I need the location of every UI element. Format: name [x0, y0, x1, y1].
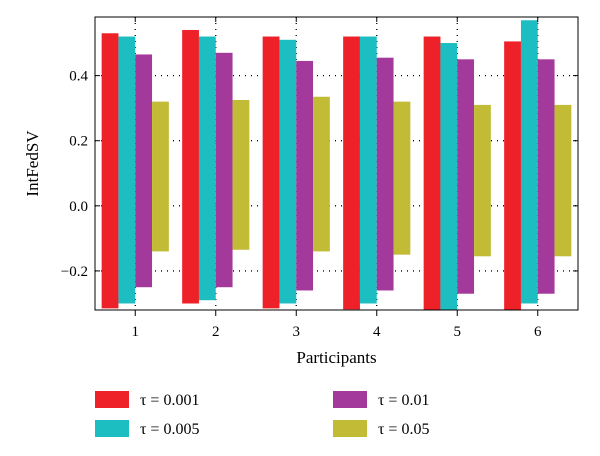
bar — [537, 59, 555, 294]
bar — [457, 59, 475, 294]
bar — [101, 33, 119, 309]
plot-frame — [94, 16, 579, 311]
y-axis-label: IntFedSV — [23, 130, 42, 197]
y-tick-label: 0.0 — [69, 199, 88, 215]
bar — [440, 43, 458, 311]
y-tick-label: −0.2 — [61, 264, 88, 280]
legend-label: τ = 0.001 — [140, 392, 199, 409]
bar — [520, 20, 538, 304]
x-axis: 1 2 3 4 5 6 — [132, 17, 542, 340]
y-tick-label: 0.2 — [69, 134, 88, 150]
bar — [262, 36, 280, 309]
legend: τ = 0.001 τ = 0.005 τ = 0.01 τ = 0.05 — [95, 391, 429, 438]
bar — [343, 36, 360, 310]
x-tick-label: 4 — [373, 324, 381, 340]
bar — [296, 60, 314, 291]
x-tick-label: 3 — [293, 324, 301, 340]
y-tick-label: 0.4 — [69, 69, 88, 85]
bar — [393, 101, 411, 255]
y-axis: −0.2 0.0 0.2 0.4 — [61, 69, 578, 280]
bar — [554, 104, 572, 257]
legend-label: τ = 0.01 — [378, 392, 429, 409]
bar — [359, 36, 377, 304]
bar — [152, 101, 169, 252]
x-tick-label: 6 — [534, 324, 542, 340]
bar — [504, 41, 521, 311]
legend-label: τ = 0.005 — [140, 421, 199, 438]
legend-swatch — [95, 391, 129, 408]
x-tick-label: 1 — [132, 324, 140, 340]
bars — [101, 20, 572, 311]
x-tick-label: 2 — [212, 324, 220, 340]
bar — [232, 100, 250, 250]
x-tick-label: 5 — [454, 324, 462, 340]
bar — [474, 104, 491, 257]
bar — [135, 54, 153, 288]
bar — [118, 36, 136, 304]
bar — [215, 52, 233, 288]
bar — [376, 57, 394, 291]
legend-swatch — [333, 420, 367, 437]
bar — [182, 30, 199, 304]
legend-swatch — [333, 391, 367, 408]
bar — [313, 96, 330, 252]
bar — [279, 39, 297, 304]
x-axis-label: Participants — [296, 348, 376, 367]
legend-swatch — [95, 420, 129, 437]
legend-label: τ = 0.05 — [378, 421, 429, 438]
bar — [423, 36, 441, 311]
bar — [198, 36, 216, 301]
